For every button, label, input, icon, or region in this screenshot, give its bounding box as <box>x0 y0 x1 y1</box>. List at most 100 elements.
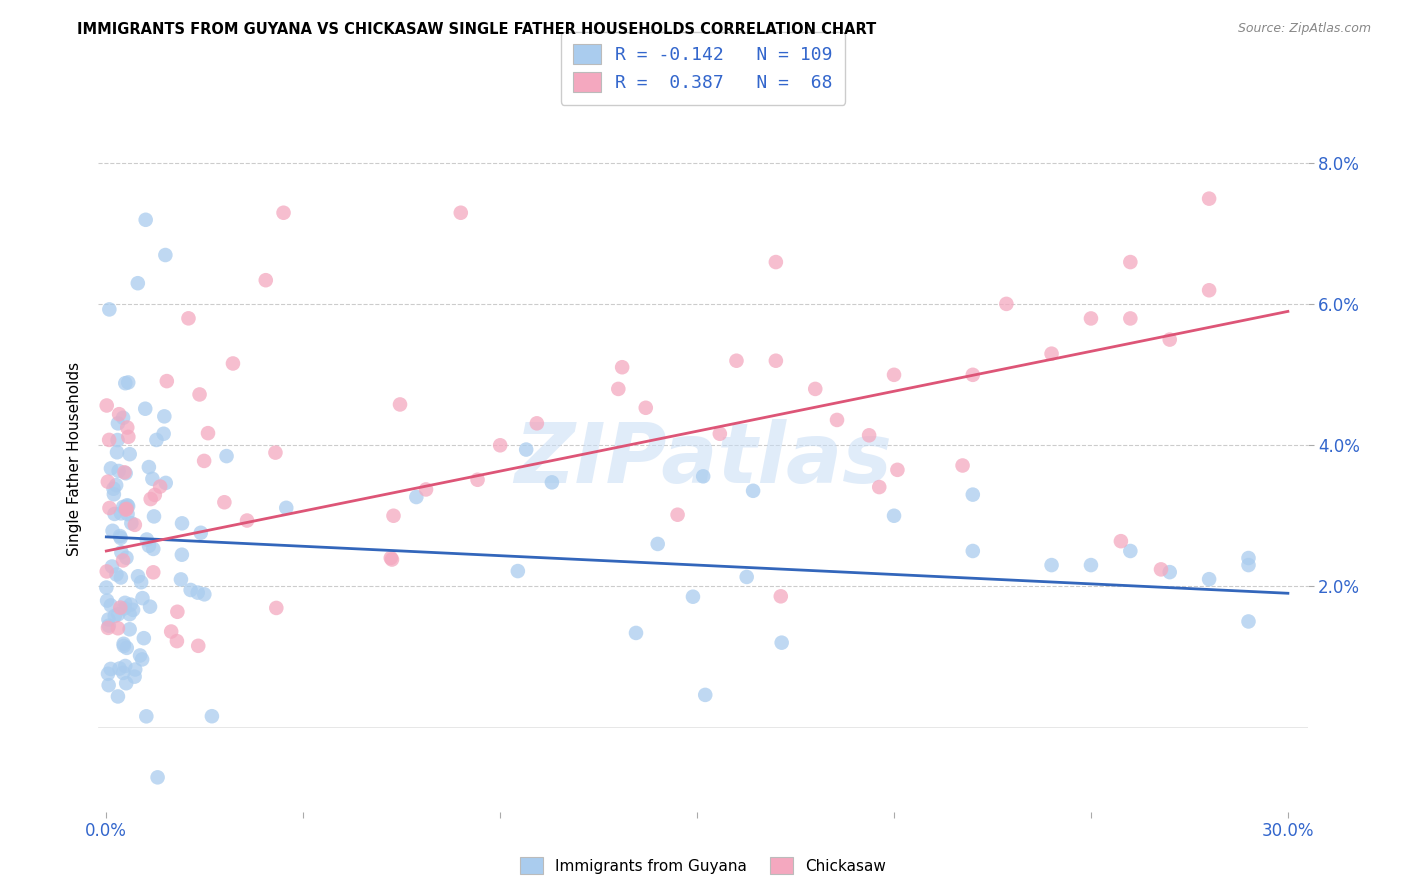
Point <box>112 637 135 651</box>
Point <box>105 445 128 459</box>
Point <box>108 661 131 675</box>
Point <box>995 297 1018 311</box>
Point <box>515 442 537 457</box>
Point <box>709 426 731 441</box>
Point <box>467 473 489 487</box>
Point <box>115 550 138 565</box>
Point <box>132 631 155 645</box>
Point <box>187 585 209 599</box>
Point <box>858 428 880 442</box>
Point <box>118 607 141 622</box>
Point <box>804 382 827 396</box>
Point <box>107 417 129 431</box>
Point <box>825 413 848 427</box>
Point <box>1119 311 1142 326</box>
Point <box>1080 558 1102 573</box>
Point <box>114 467 136 481</box>
Point <box>1119 255 1142 269</box>
Point <box>380 551 402 566</box>
Point <box>765 353 787 368</box>
Point <box>117 376 139 390</box>
Point <box>489 438 512 452</box>
Point <box>160 624 183 639</box>
Point <box>115 500 138 514</box>
Point <box>110 600 132 615</box>
Point <box>735 570 758 584</box>
Point <box>114 465 136 479</box>
Point <box>142 541 165 556</box>
Point <box>129 575 152 590</box>
Point <box>190 525 212 540</box>
Point <box>1040 558 1063 573</box>
Point <box>1198 192 1220 206</box>
Point <box>107 690 129 704</box>
Point <box>634 401 657 415</box>
Point <box>112 665 135 680</box>
Legend: Immigrants from Guyana, Chickasaw: Immigrants from Guyana, Chickasaw <box>515 851 891 880</box>
Point <box>1119 544 1142 558</box>
Point <box>666 508 689 522</box>
Point <box>1237 551 1260 566</box>
Point <box>112 639 135 653</box>
Point <box>97 618 120 632</box>
Point <box>103 487 125 501</box>
Point <box>236 514 259 528</box>
Point <box>107 607 129 622</box>
Point <box>193 587 215 601</box>
Point <box>107 621 129 635</box>
Point <box>765 255 787 269</box>
Point <box>962 368 984 382</box>
Point <box>117 430 139 444</box>
Legend: R = -0.142   N = 109, R =  0.387   N =  68: R = -0.142 N = 109, R = 0.387 N = 68 <box>561 31 845 104</box>
Point <box>100 599 122 613</box>
Point <box>266 601 288 615</box>
Point <box>770 635 793 649</box>
Point <box>177 311 200 326</box>
Point <box>405 490 427 504</box>
Point <box>188 387 211 401</box>
Point <box>103 482 125 496</box>
Point <box>114 596 136 610</box>
Point <box>112 553 135 567</box>
Point <box>115 640 138 655</box>
Point <box>135 709 157 723</box>
Point <box>692 469 714 483</box>
Point <box>624 626 647 640</box>
Point <box>1198 283 1220 297</box>
Point <box>115 502 138 516</box>
Point <box>187 639 209 653</box>
Point <box>112 500 135 514</box>
Point <box>193 454 215 468</box>
Point <box>166 605 188 619</box>
Point <box>276 500 298 515</box>
Point <box>122 603 145 617</box>
Point <box>725 353 748 368</box>
Point <box>1237 615 1260 629</box>
Point <box>1198 572 1220 586</box>
Point <box>152 426 174 441</box>
Point <box>1040 346 1063 360</box>
Point <box>112 410 135 425</box>
Point <box>110 545 132 559</box>
Point <box>143 509 166 524</box>
Point <box>215 449 238 463</box>
Point <box>143 488 166 502</box>
Point <box>114 376 136 391</box>
Point <box>107 464 129 478</box>
Point <box>141 472 163 486</box>
Point <box>104 609 127 624</box>
Point <box>742 483 765 498</box>
Point <box>155 475 177 490</box>
Point <box>101 524 124 538</box>
Point <box>1080 311 1102 326</box>
Point <box>114 659 136 673</box>
Point <box>105 567 128 582</box>
Point <box>127 277 149 291</box>
Point <box>120 598 142 612</box>
Point <box>97 678 120 692</box>
Point <box>97 621 120 635</box>
Point <box>868 480 890 494</box>
Y-axis label: Single Father Households: Single Father Households <box>67 362 83 557</box>
Point <box>120 516 142 531</box>
Point <box>131 652 153 666</box>
